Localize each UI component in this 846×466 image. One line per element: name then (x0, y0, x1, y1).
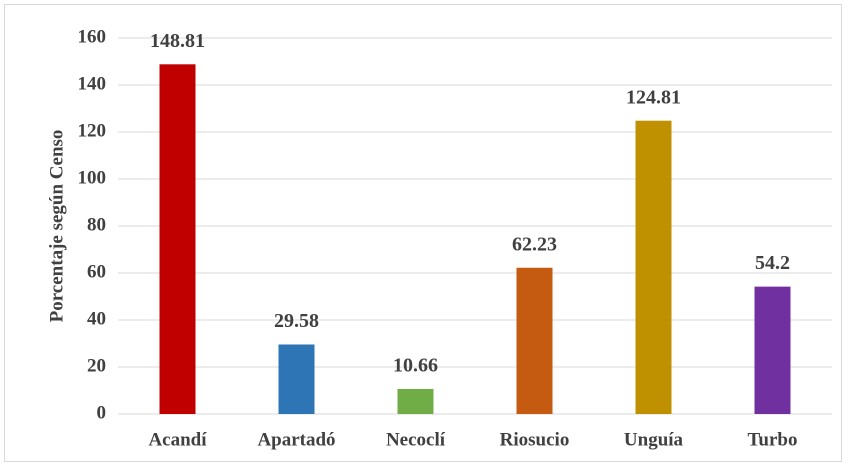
chart-border (4, 4, 842, 462)
bar (635, 120, 672, 414)
bar (754, 286, 791, 414)
bar (159, 64, 196, 414)
y-tick-label: 100 (78, 167, 107, 188)
bar (397, 388, 434, 414)
x-tick-label: Turbo (748, 429, 798, 450)
y-tick-label: 120 (78, 120, 107, 141)
data-label: 62.23 (512, 233, 557, 255)
y-tick-label: 40 (87, 308, 106, 329)
bar (278, 344, 315, 414)
x-tick-label: Acandí (148, 429, 207, 450)
x-tick-label: Riosucio (500, 429, 570, 450)
data-label: 29.58 (274, 310, 319, 332)
data-label: 10.66 (393, 355, 438, 377)
x-tick-label: Necoclí (386, 429, 446, 450)
y-tick-label: 60 (87, 261, 106, 282)
x-tick-label: Unguía (624, 429, 684, 450)
bar (516, 267, 553, 414)
data-label: 54.2 (755, 252, 790, 274)
y-tick-label: 80 (87, 214, 106, 235)
x-tick-label: Apartadó (257, 429, 335, 450)
y-tick-label: 20 (87, 355, 106, 376)
y-axis-label: Porcentaje según Censo (46, 130, 67, 323)
y-tick-label: 0 (97, 402, 107, 423)
data-label: 124.81 (626, 86, 681, 108)
y-tick-label: 160 (78, 26, 107, 47)
y-tick-label: 140 (78, 73, 107, 94)
data-label: 148.81 (150, 30, 205, 52)
